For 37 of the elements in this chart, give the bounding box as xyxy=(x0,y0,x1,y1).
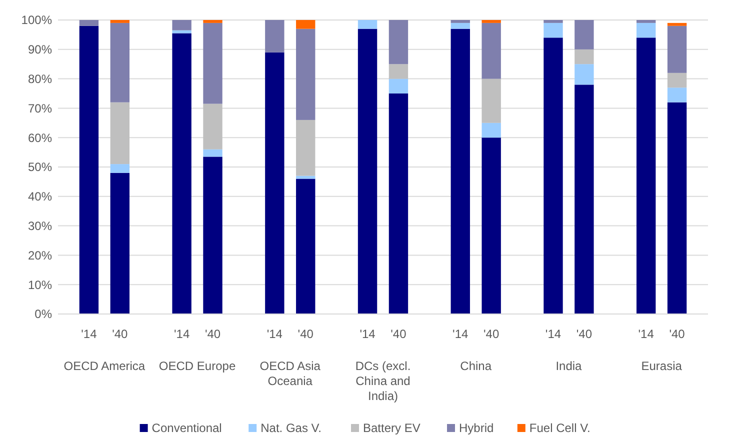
legend-label: Conventional xyxy=(152,421,222,435)
y-tick-label: 10% xyxy=(28,278,52,292)
legend-label: Battery EV xyxy=(363,421,420,435)
y-tick-label: 30% xyxy=(28,219,52,233)
y-tick-label: 60% xyxy=(28,130,52,145)
text: India xyxy=(556,359,582,373)
x-tick-label: '14 xyxy=(360,327,376,341)
y-tick-label: 80% xyxy=(28,72,52,86)
y-tick-label: 0% xyxy=(34,307,52,322)
x-tick-label: '14 xyxy=(266,327,283,341)
text: Eurasia xyxy=(641,359,682,373)
x-tick-label: '14 xyxy=(452,327,469,341)
legend-label: Nat. Gas V. xyxy=(260,421,322,435)
x-tick-label: '40 xyxy=(576,327,592,341)
y-tick-label: 100% xyxy=(21,13,52,28)
legend-label: Fuel Cell V. xyxy=(529,421,590,435)
text: OECD America xyxy=(64,359,146,373)
x-tick-label: '14 xyxy=(81,327,98,341)
x-tick-label: '40 xyxy=(298,327,314,341)
y-tick-label: 90% xyxy=(28,42,52,57)
x-tick-label: '14 xyxy=(638,327,654,341)
x-tick-label: '40 xyxy=(484,327,500,341)
x-tick-label: '40 xyxy=(112,327,128,341)
y-tick-label: 70% xyxy=(28,101,52,116)
y-tick-label: 50% xyxy=(28,160,52,174)
text: OECD Europe xyxy=(158,359,236,373)
x-tick-label: '40 xyxy=(204,327,221,341)
text: DCs (excl. China and India) xyxy=(355,359,411,403)
x-tick-label: '40 xyxy=(390,327,407,341)
legend-label: Hybrid xyxy=(459,421,494,435)
x-tick-label: '14 xyxy=(545,327,562,341)
text: OECD Asia Oceania xyxy=(260,359,321,388)
x-tick-label: '14 xyxy=(174,327,190,341)
y-tick-label: 40% xyxy=(28,190,52,204)
y-tick-label: 20% xyxy=(28,248,52,262)
text: China xyxy=(460,359,492,373)
x-tick-label: '40 xyxy=(669,327,686,341)
